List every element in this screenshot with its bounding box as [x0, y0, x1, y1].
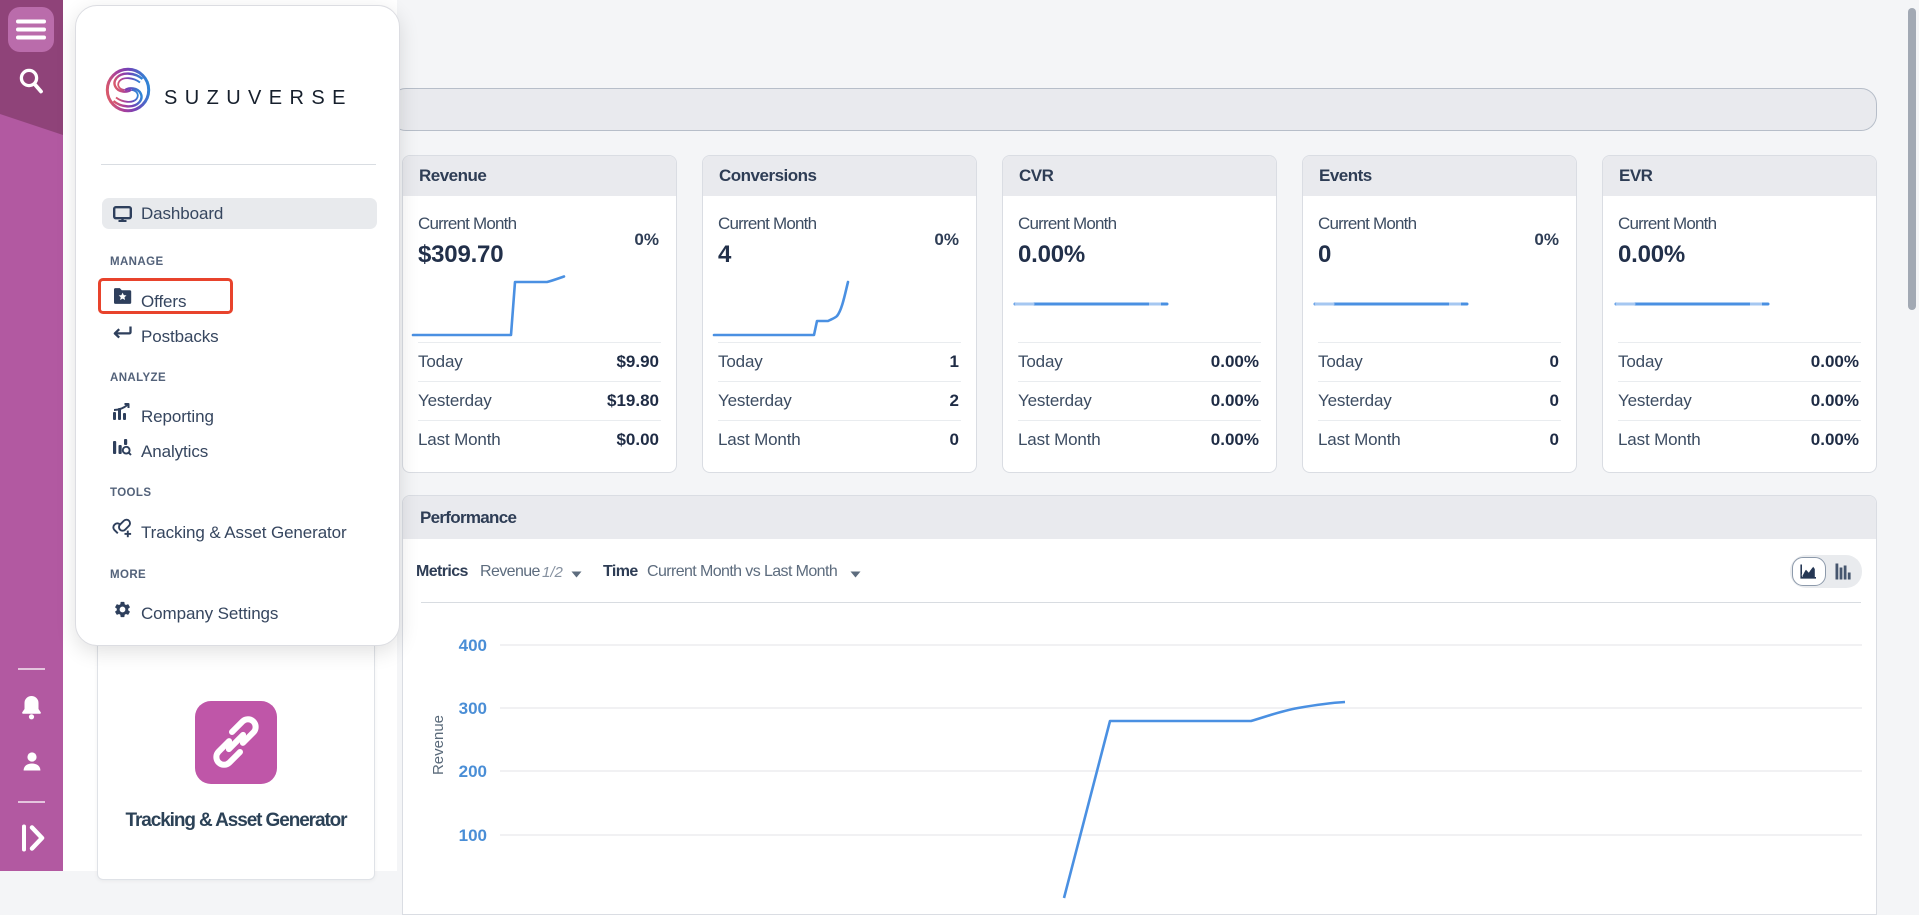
svg-text:200: 200	[459, 762, 487, 781]
svg-text:300: 300	[459, 699, 487, 718]
svg-text:400: 400	[459, 636, 487, 655]
svg-text:100: 100	[459, 826, 487, 845]
svg-text:Revenue: Revenue	[430, 715, 447, 775]
